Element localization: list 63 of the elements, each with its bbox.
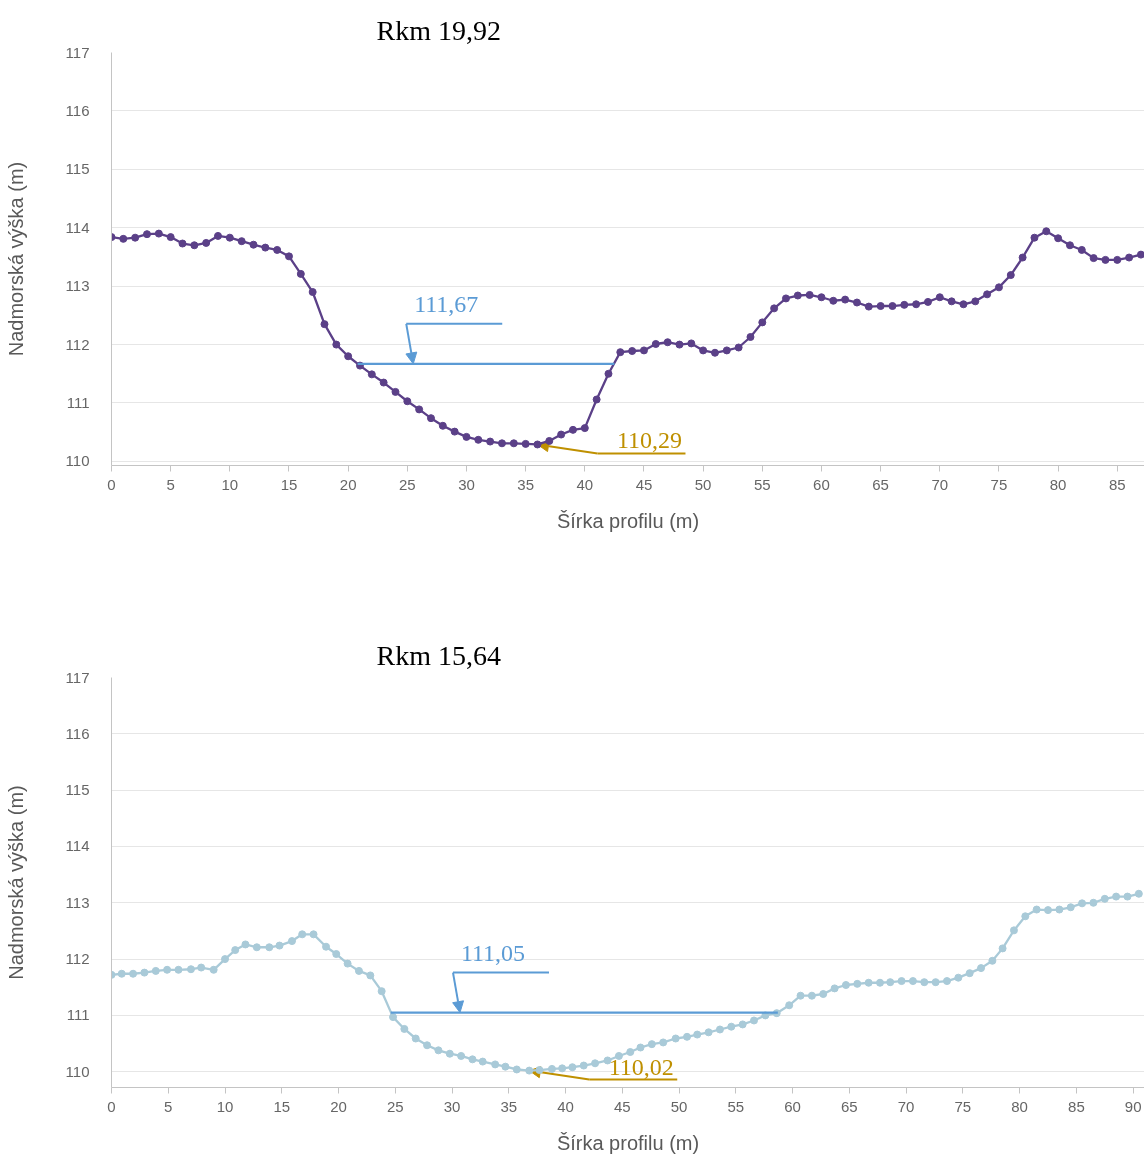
x-tick-label: 25: [398, 475, 416, 493]
x-tick-label: 0: [107, 1097, 116, 1115]
x-tick-label: 50: [694, 475, 712, 493]
x-axis-title: Šírka profilu (m): [556, 509, 700, 532]
x-tick-label: 35: [500, 1097, 518, 1115]
x-tick-label: 70: [931, 475, 949, 493]
x-tick-label: 70: [897, 1097, 915, 1115]
x-tick-label: 30: [443, 1097, 461, 1115]
y-tick-label: 111: [66, 1006, 90, 1024]
x-tick-label: 65: [872, 475, 889, 493]
y-tick-label: 117: [65, 43, 90, 61]
x-tick-label: 80: [1049, 475, 1067, 493]
x-tick-label: 90: [1124, 1097, 1142, 1115]
x-tick-label: 30: [458, 475, 475, 493]
x-tick-label: 85: [1068, 1097, 1085, 1115]
annotation: 110,29: [616, 427, 683, 454]
x-tick-label: 15: [280, 475, 298, 493]
x-tick-label: 40: [576, 475, 594, 493]
x-tick-label: 65: [841, 1097, 858, 1115]
x-tick-label: 45: [635, 475, 653, 493]
y-tick-label: 115: [65, 781, 90, 799]
x-tick-label: 40: [557, 1097, 574, 1115]
y-axis-title: Nadmorská výška (m): [4, 785, 27, 980]
y-tick-label: 114: [65, 837, 90, 855]
x-tick-label: 50: [670, 1097, 688, 1115]
y-tick-label: 116: [65, 724, 90, 742]
x-axis-title: Šírka profilu (m): [556, 1131, 700, 1154]
y-tick-label: 113: [65, 277, 90, 295]
x-tick-label: 35: [517, 475, 534, 493]
x-tick-label: 55: [727, 1097, 745, 1115]
y-tick-label: 113: [65, 893, 90, 911]
x-tick-label: 10: [216, 1097, 234, 1115]
y-tick-label: 115: [65, 160, 90, 178]
x-tick-label: 45: [613, 1097, 631, 1115]
chart-title: Rkm 19,92: [376, 14, 501, 46]
y-tick-label: 114: [65, 218, 90, 236]
x-tick-label: 55: [753, 475, 771, 493]
x-tick-label: 85: [1108, 475, 1126, 493]
x-tick-label: 5: [164, 1097, 173, 1115]
x-tick-label: 20: [330, 1097, 347, 1115]
y-axis-title: Nadmorská výška (m): [4, 161, 27, 357]
y-tick-label: 110: [65, 452, 90, 470]
x-tick-label: 10: [221, 475, 239, 493]
x-tick-label: 60: [784, 1097, 801, 1115]
annotation: 111,05: [460, 939, 526, 966]
x-tick-label: 15: [273, 1097, 291, 1115]
y-tick-label: 110: [65, 1062, 90, 1080]
x-tick-label: 20: [339, 475, 357, 493]
annotation: 110,02: [608, 1053, 674, 1080]
x-tick-label: 75: [990, 475, 1008, 493]
y-tick-label: 116: [65, 101, 90, 119]
x-tick-label: 60: [813, 475, 830, 493]
x-tick-label: 0: [107, 475, 116, 493]
y-tick-label: 117: [65, 668, 90, 686]
x-tick-label: 75: [954, 1097, 972, 1115]
x-tick-label: 5: [166, 475, 175, 493]
annotation: 111,67: [414, 290, 479, 317]
chart-title: Rkm 15,64: [376, 639, 501, 671]
x-tick-label: 25: [386, 1097, 404, 1115]
x-tick-label: 80: [1011, 1097, 1028, 1115]
y-tick-label: 112: [65, 335, 90, 353]
y-tick-label: 112: [65, 950, 90, 968]
y-tick-label: 111: [66, 394, 90, 411]
